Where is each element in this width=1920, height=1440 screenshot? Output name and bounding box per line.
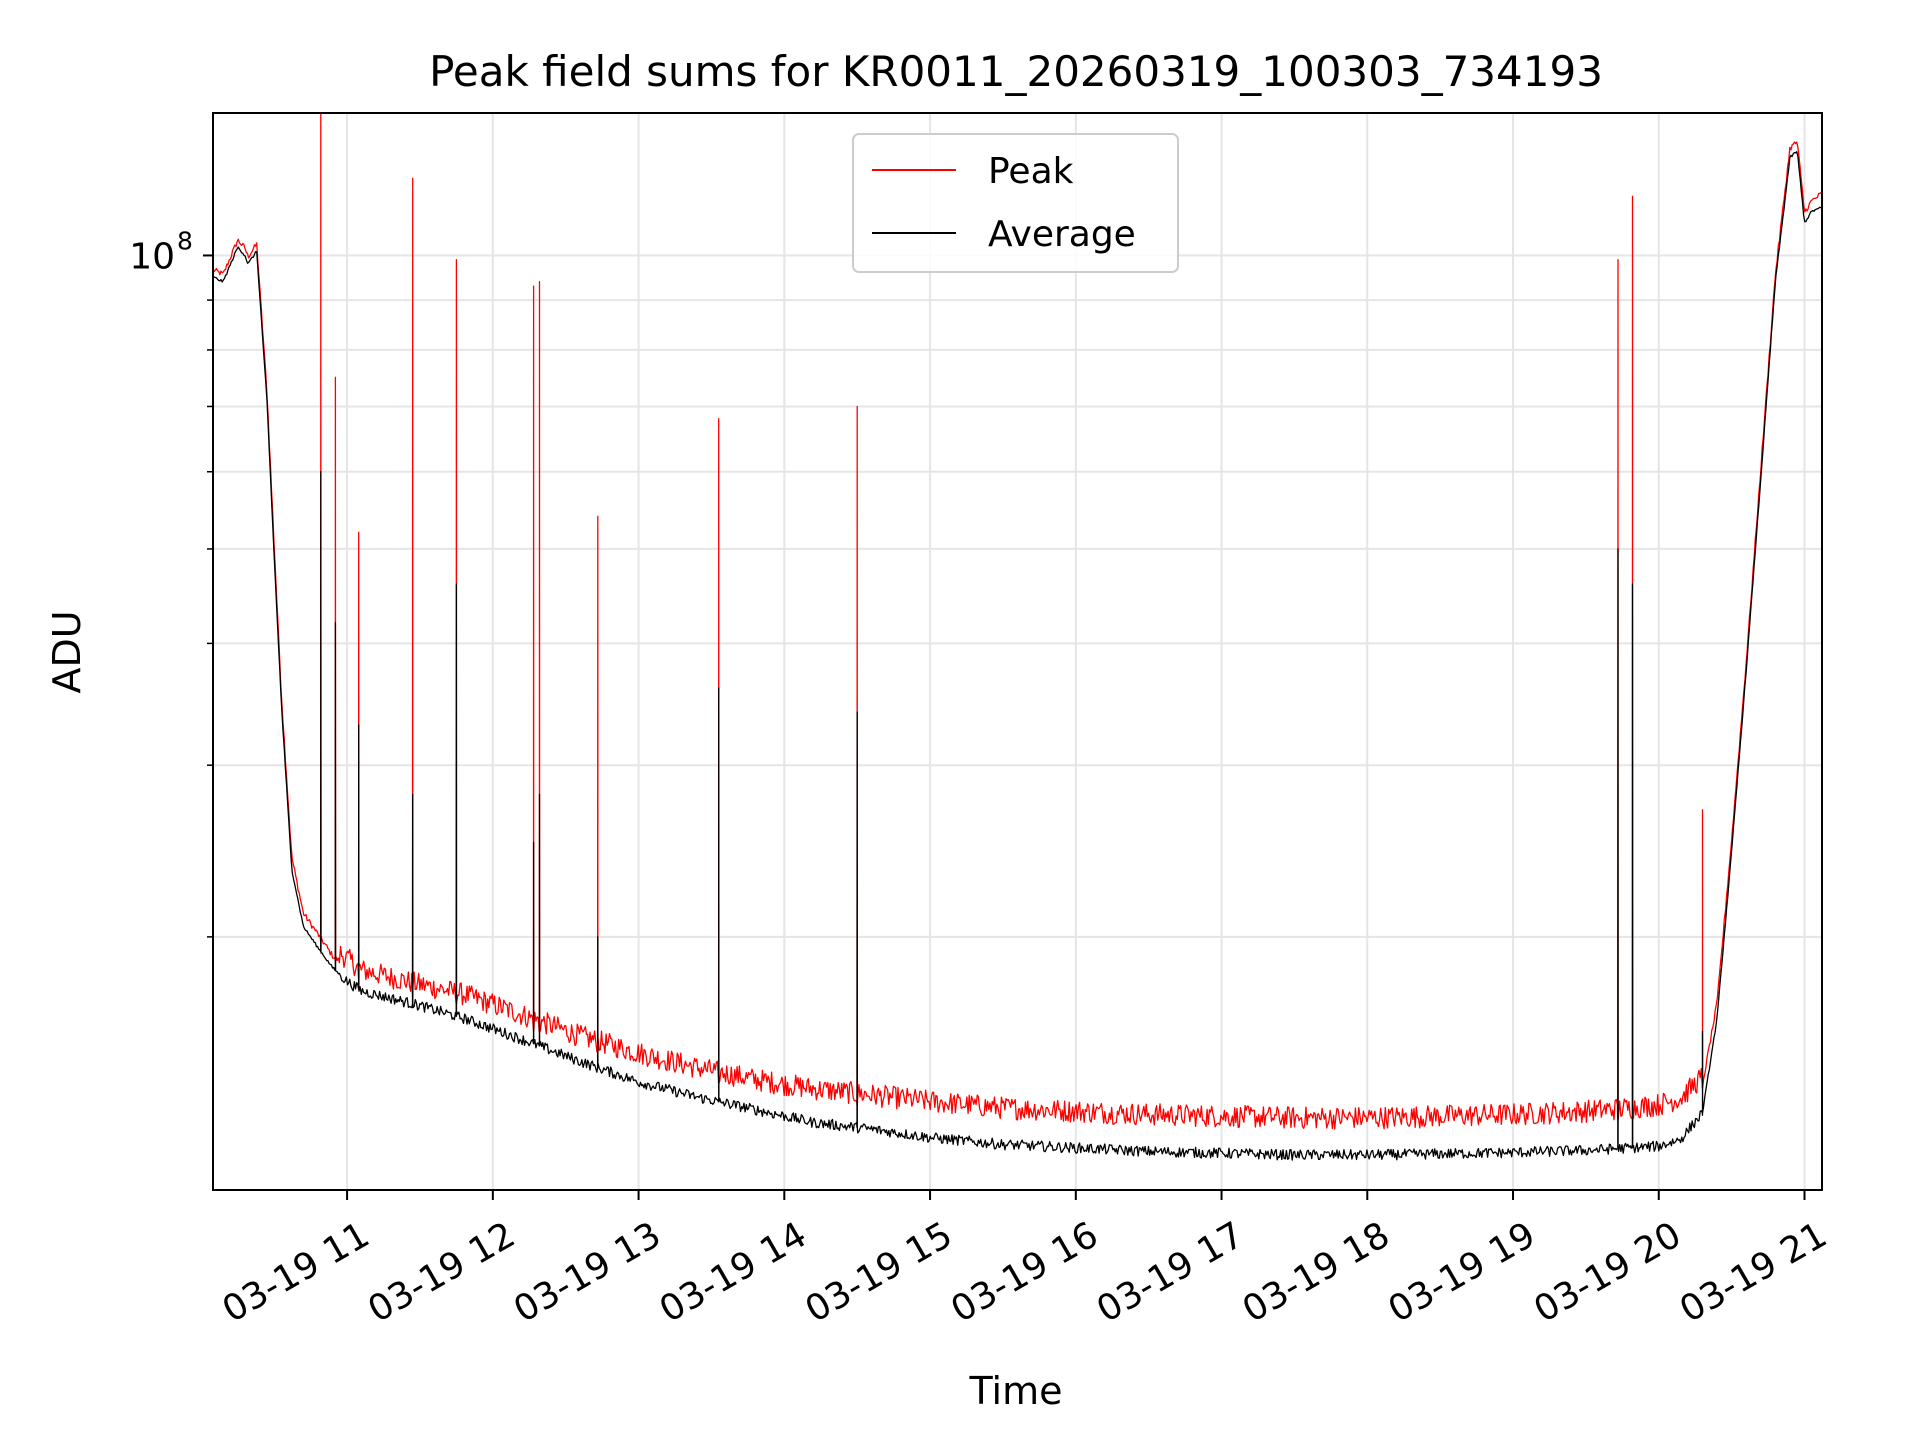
series-layer [212, 112, 1823, 1161]
y-tick-label-exponent-0: 8 [177, 226, 193, 255]
legend-label-average: Average [988, 214, 1136, 255]
grid [213, 113, 1822, 1190]
series-line-average [212, 151, 1823, 1161]
y-axis: 10 8 [129, 226, 213, 938]
plot-frame [212, 112, 1823, 1191]
y-axis-label: ADU [45, 610, 89, 693]
legend-label-peak: Peak [988, 151, 1074, 192]
x-axis-label: Time [969, 1369, 1063, 1413]
chart-title: Peak field sums for KR0011_20260319_1003… [429, 47, 1603, 96]
series-line-peak [212, 112, 1823, 1130]
y-tick-label-0: 10 [129, 236, 175, 277]
legend: Peak Average [852, 133, 1179, 273]
legend-box [852, 133, 1179, 273]
